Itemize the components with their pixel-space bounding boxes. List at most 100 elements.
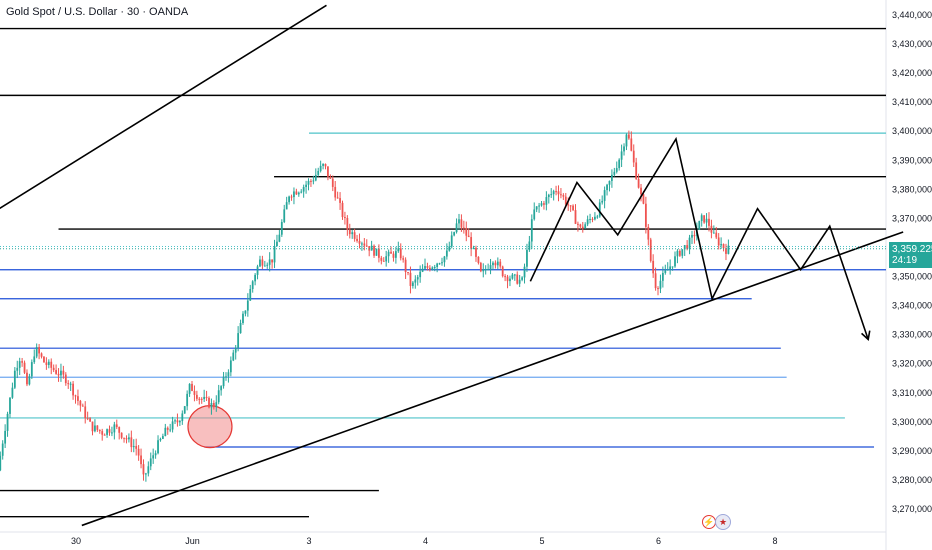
candle-body bbox=[649, 239, 652, 261]
candle-body bbox=[339, 198, 341, 203]
y-tick-label: 3,300,000 bbox=[892, 417, 932, 427]
grid bbox=[0, 0, 887, 550]
candle-body bbox=[625, 134, 628, 147]
candle-body bbox=[363, 243, 366, 246]
candle-body bbox=[727, 245, 730, 254]
candle-body bbox=[205, 396, 208, 398]
y-tick-label: 3,310,000 bbox=[892, 388, 932, 398]
candle-body bbox=[297, 192, 300, 195]
candle-body bbox=[319, 165, 322, 171]
candle-body bbox=[195, 394, 198, 399]
candle-body bbox=[288, 196, 290, 203]
candle-body bbox=[203, 396, 206, 400]
candle-body bbox=[399, 248, 402, 259]
candle-body bbox=[496, 261, 499, 266]
candle-body bbox=[509, 278, 511, 282]
candle-body bbox=[700, 215, 703, 221]
candle-body bbox=[324, 163, 327, 167]
candle-body bbox=[404, 259, 407, 273]
y-tick-label: 3,390,000 bbox=[892, 155, 932, 165]
candle-body bbox=[358, 240, 361, 244]
candle-body bbox=[722, 244, 725, 249]
candle-body bbox=[103, 434, 106, 436]
candle-body bbox=[691, 234, 693, 238]
candle-body bbox=[242, 313, 244, 323]
candle-body bbox=[249, 288, 252, 301]
us-flag-icon[interactable]: ★ bbox=[715, 514, 731, 530]
candle-body bbox=[91, 421, 94, 432]
candle-body bbox=[526, 249, 528, 267]
candle-body bbox=[317, 170, 320, 175]
lightning-icon[interactable]: ⚡ bbox=[702, 515, 716, 529]
candle-body bbox=[470, 237, 473, 249]
candle-body bbox=[637, 178, 640, 188]
candle-body bbox=[443, 256, 446, 263]
candle-body bbox=[686, 245, 689, 249]
candle-body bbox=[504, 276, 507, 278]
y-tick-label: 3,270,000 bbox=[892, 504, 932, 514]
candle-body bbox=[232, 352, 235, 361]
candle-body bbox=[518, 279, 521, 284]
candle-body bbox=[266, 264, 269, 266]
candle-body bbox=[448, 246, 451, 251]
candle-body bbox=[101, 431, 104, 435]
candle-body bbox=[331, 178, 334, 187]
candle-body bbox=[118, 427, 121, 433]
last-price-tag: 3,359.225 24:19 bbox=[889, 242, 932, 268]
candle-body bbox=[208, 397, 210, 408]
candle-body bbox=[613, 171, 616, 175]
candle-body bbox=[572, 205, 574, 211]
candle-body bbox=[557, 191, 560, 195]
candle-body bbox=[33, 356, 36, 363]
candle-body bbox=[710, 225, 713, 233]
y-tick-label: 3,380,000 bbox=[892, 184, 932, 194]
pattern-projection bbox=[529, 136, 871, 342]
candle-body bbox=[341, 202, 344, 218]
candle-body bbox=[130, 437, 133, 448]
candle-body bbox=[438, 263, 441, 265]
candle-body bbox=[661, 272, 664, 281]
bar-countdown: 24:19 bbox=[892, 255, 918, 266]
candle-body bbox=[212, 403, 215, 408]
candle-body bbox=[98, 429, 101, 432]
candle-body bbox=[346, 217, 349, 230]
candle-body bbox=[111, 432, 113, 434]
candle-body bbox=[11, 387, 14, 398]
y-tick-label: 3,430,000 bbox=[892, 39, 932, 49]
candle-body bbox=[217, 390, 220, 403]
x-tick-label: 30 bbox=[71, 536, 81, 546]
y-tick-label: 3,370,000 bbox=[892, 213, 932, 223]
candle-body bbox=[72, 383, 74, 396]
candle-body bbox=[601, 200, 604, 203]
y-tick-label: 3,440,000 bbox=[892, 10, 932, 20]
candle-body bbox=[555, 191, 557, 193]
candle-body bbox=[251, 281, 254, 289]
candle-body bbox=[152, 455, 155, 459]
candle-body bbox=[234, 347, 237, 353]
highlight-ellipse bbox=[187, 405, 233, 449]
candle-body bbox=[210, 403, 213, 408]
candle-body bbox=[137, 448, 140, 456]
candle-body bbox=[494, 262, 497, 266]
horizontal-levels bbox=[0, 27, 886, 518]
x-tick-label: 3 bbox=[306, 536, 311, 546]
candle-body bbox=[664, 270, 667, 273]
candle-body bbox=[0, 455, 2, 471]
candle-body bbox=[375, 248, 378, 256]
candle-body bbox=[193, 390, 196, 395]
candle-body bbox=[290, 196, 293, 198]
candle-body bbox=[64, 374, 67, 384]
candle-body bbox=[215, 402, 218, 408]
candle-body bbox=[293, 191, 295, 198]
candle-body bbox=[681, 249, 684, 256]
candle-body bbox=[552, 191, 555, 195]
candle-body bbox=[407, 272, 409, 274]
candle-body bbox=[271, 259, 274, 263]
candle-body bbox=[171, 421, 174, 430]
candle-body bbox=[125, 438, 128, 440]
candle-body bbox=[181, 413, 184, 422]
candle-body bbox=[84, 406, 87, 419]
candle-body bbox=[314, 174, 317, 181]
candle-body bbox=[52, 367, 55, 371]
